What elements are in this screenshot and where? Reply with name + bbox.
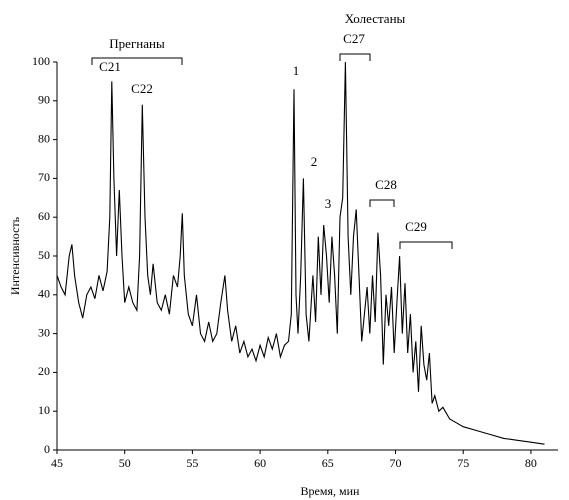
x-tick-label: 60 — [254, 456, 266, 470]
bracket — [369, 199, 395, 207]
chromatogram-line — [56, 61, 545, 445]
y-tick-label: 0 — [44, 442, 50, 456]
annotation: C28 — [375, 177, 397, 192]
y-tick-label: 80 — [38, 131, 50, 145]
bracket — [339, 53, 371, 61]
annotation: C29 — [405, 219, 427, 234]
annotation: C22 — [131, 81, 153, 96]
y-axis-label: Интенсивность — [8, 216, 22, 295]
annotation: 2 — [311, 154, 318, 169]
annotation: Прегнаны — [109, 36, 165, 51]
annotation: 1 — [293, 63, 300, 78]
x-tick-label: 55 — [186, 456, 198, 470]
y-tick-label: 90 — [38, 93, 50, 107]
y-tick-label: 40 — [38, 287, 50, 301]
bracket — [91, 57, 183, 65]
x-axis-label: Время, мин — [301, 484, 360, 498]
annotation: Холестаны — [345, 11, 406, 26]
x-tick-label: 65 — [322, 456, 334, 470]
bracket — [399, 241, 453, 249]
annotation: 3 — [325, 196, 332, 211]
x-tick-label: 50 — [119, 456, 131, 470]
y-tick-label: 100 — [32, 54, 50, 68]
annotation: C21 — [99, 59, 121, 74]
y-tick-label: 30 — [38, 325, 50, 339]
x-tick-label: 75 — [457, 456, 469, 470]
x-tick-label: 70 — [390, 456, 402, 470]
y-tick-label: 20 — [38, 364, 50, 378]
annotation: C27 — [343, 31, 365, 46]
y-tick-label: 50 — [38, 248, 50, 262]
y-tick-label: 10 — [38, 403, 50, 417]
y-tick-label: 60 — [38, 209, 50, 223]
y-tick-label: 70 — [38, 170, 50, 184]
x-tick-label: 80 — [525, 456, 537, 470]
x-tick-label: 45 — [51, 456, 63, 470]
